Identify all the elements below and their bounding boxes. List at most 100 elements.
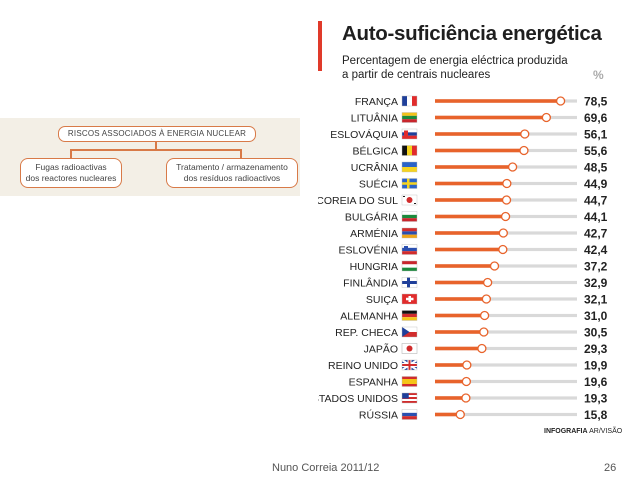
bar-end-marker: [461, 376, 472, 387]
country-label: ARMÉNIA: [350, 227, 398, 240]
chart-subtitle-line1: Percentagem de energia eléctrica produzi…: [342, 55, 568, 67]
chart-subtitle-line2: a partir de centrais nucleares: [342, 69, 491, 81]
country-label: HUNGRIA: [350, 261, 398, 273]
bar: [435, 115, 547, 120]
value-label: 44,7: [584, 194, 608, 208]
chart-plot: FRANÇA 78,5 LITUÂNIA 69,6 ESLOVÁQUIA 56,1 BÉLG…: [318, 95, 608, 423]
diagram-box-waste-line2: dos resíduos radioactivos: [183, 173, 281, 183]
country-label: UCRÂNIA: [351, 161, 398, 174]
bar-end-marker: [479, 327, 489, 337]
bar: [435, 412, 461, 417]
title-accent-strip: [318, 21, 322, 71]
chart-credit-bold: INFOGRAFIA: [544, 428, 588, 435]
flag-south-korea-icon: [401, 194, 418, 206]
chart-credit: INFOGRAFIA AR/VISÃO: [544, 428, 622, 435]
diagram-connector: [155, 142, 157, 150]
bar-track: [435, 412, 577, 417]
flag-france-icon: [401, 95, 418, 107]
bar: [435, 280, 488, 285]
diagram-root-label: RISCOS ASSOCIADOS À ENERGIA NUCLEAR: [67, 129, 247, 138]
value-label: 32,1: [584, 293, 608, 307]
value-label: 19,3: [584, 392, 608, 406]
value-label: 31,0: [584, 309, 608, 323]
bar: [435, 181, 507, 186]
bar: [435, 247, 503, 252]
bar-end-marker: [489, 261, 500, 271]
bar-end-marker: [498, 228, 508, 238]
bar-end-marker: [461, 393, 471, 403]
diagram-box-leaks: Fugas radioactivas dos reactores nuclear…: [20, 158, 122, 188]
bar-track: [435, 313, 577, 318]
flag-spain-icon: [401, 376, 418, 387]
flag-belgium-icon: [401, 145, 418, 156]
bar-track: [435, 346, 577, 351]
bar-track: [435, 280, 577, 285]
bar-end-marker: [520, 129, 530, 139]
bar: [435, 148, 524, 153]
value-label: 15,8: [584, 408, 608, 422]
value-label: 29,3: [584, 342, 608, 356]
bar-track: [435, 264, 577, 268]
bar: [435, 313, 485, 318]
value-label: 32,9: [584, 276, 608, 290]
flag-slovakia-icon: [401, 128, 418, 140]
bar: [435, 363, 467, 367]
bar-end-marker: [519, 145, 529, 156]
bar-track: [435, 396, 577, 400]
diagram-connector: [70, 149, 72, 159]
flag-slovenia-icon: [401, 244, 418, 255]
bar: [435, 379, 467, 384]
value-label: 78,5: [584, 95, 608, 109]
nuclear-chart: Auto-suficiência energética Percentagem …: [318, 16, 622, 446]
flag-czech-icon: [401, 326, 418, 338]
flag-usa-icon: [401, 392, 418, 404]
flag-russia-icon: [401, 409, 418, 420]
risk-diagram: RISCOS ASSOCIADOS À ENERGIA NUCLEAR Fuga…: [0, 118, 300, 196]
bar: [435, 231, 504, 235]
bar-track: [435, 363, 577, 367]
country-label: ESPANHA: [349, 377, 398, 389]
bar: [435, 264, 495, 268]
value-label: 19,6: [584, 375, 608, 389]
flag-lithuania-icon: [401, 112, 418, 123]
country-label: JAPÃO: [364, 343, 398, 356]
bar-end-marker: [541, 112, 552, 123]
value-label: 19,9: [584, 359, 608, 373]
flag-switzerland-icon: [401, 293, 418, 305]
value-label: 44,1: [584, 210, 608, 224]
bar-track: [435, 379, 577, 384]
bar-end-marker: [555, 96, 566, 106]
value-label: 48,5: [584, 161, 608, 175]
flag-ukraine-icon: [401, 161, 418, 173]
country-label: FRANÇA: [355, 96, 398, 108]
flag-uk-icon: [401, 359, 418, 371]
bar-end-marker: [462, 360, 472, 370]
diagram-box-leaks-line1: Fugas radioactivas: [35, 162, 107, 172]
bar-end-marker: [502, 178, 512, 189]
bar-end-marker: [455, 409, 465, 420]
country-label: STADOS UNIDOS: [318, 393, 398, 405]
country-label: BULGÁRIA: [345, 211, 398, 224]
value-label: 44,9: [584, 177, 608, 191]
value-label: 42,4: [584, 243, 608, 257]
value-label: 55,6: [584, 144, 608, 158]
country-label: BÉLGICA: [352, 145, 398, 158]
country-label: SUÉCIA: [359, 178, 398, 191]
flag-finland-icon: [401, 277, 418, 288]
flag-sweden-icon: [401, 178, 418, 189]
chart-unit: %: [593, 68, 604, 82]
bar: [435, 198, 507, 202]
flag-germany-icon: [401, 310, 418, 321]
bar-end-marker: [482, 277, 493, 288]
value-label: 37,2: [584, 260, 608, 274]
diagram-box-waste: Tratamento / armazenamento dos resíduos …: [166, 158, 298, 188]
value-label: 42,7: [584, 227, 608, 241]
page-number: 26: [604, 462, 617, 474]
flag-japan-icon: [401, 343, 418, 354]
country-label: RÚSSIA: [359, 409, 398, 422]
bar-end-marker: [500, 211, 511, 222]
country-label: ALEMANHA: [340, 311, 398, 323]
bar: [435, 214, 506, 219]
country-label: COREIA DO SUL: [318, 195, 398, 207]
bar-end-marker: [479, 310, 490, 321]
